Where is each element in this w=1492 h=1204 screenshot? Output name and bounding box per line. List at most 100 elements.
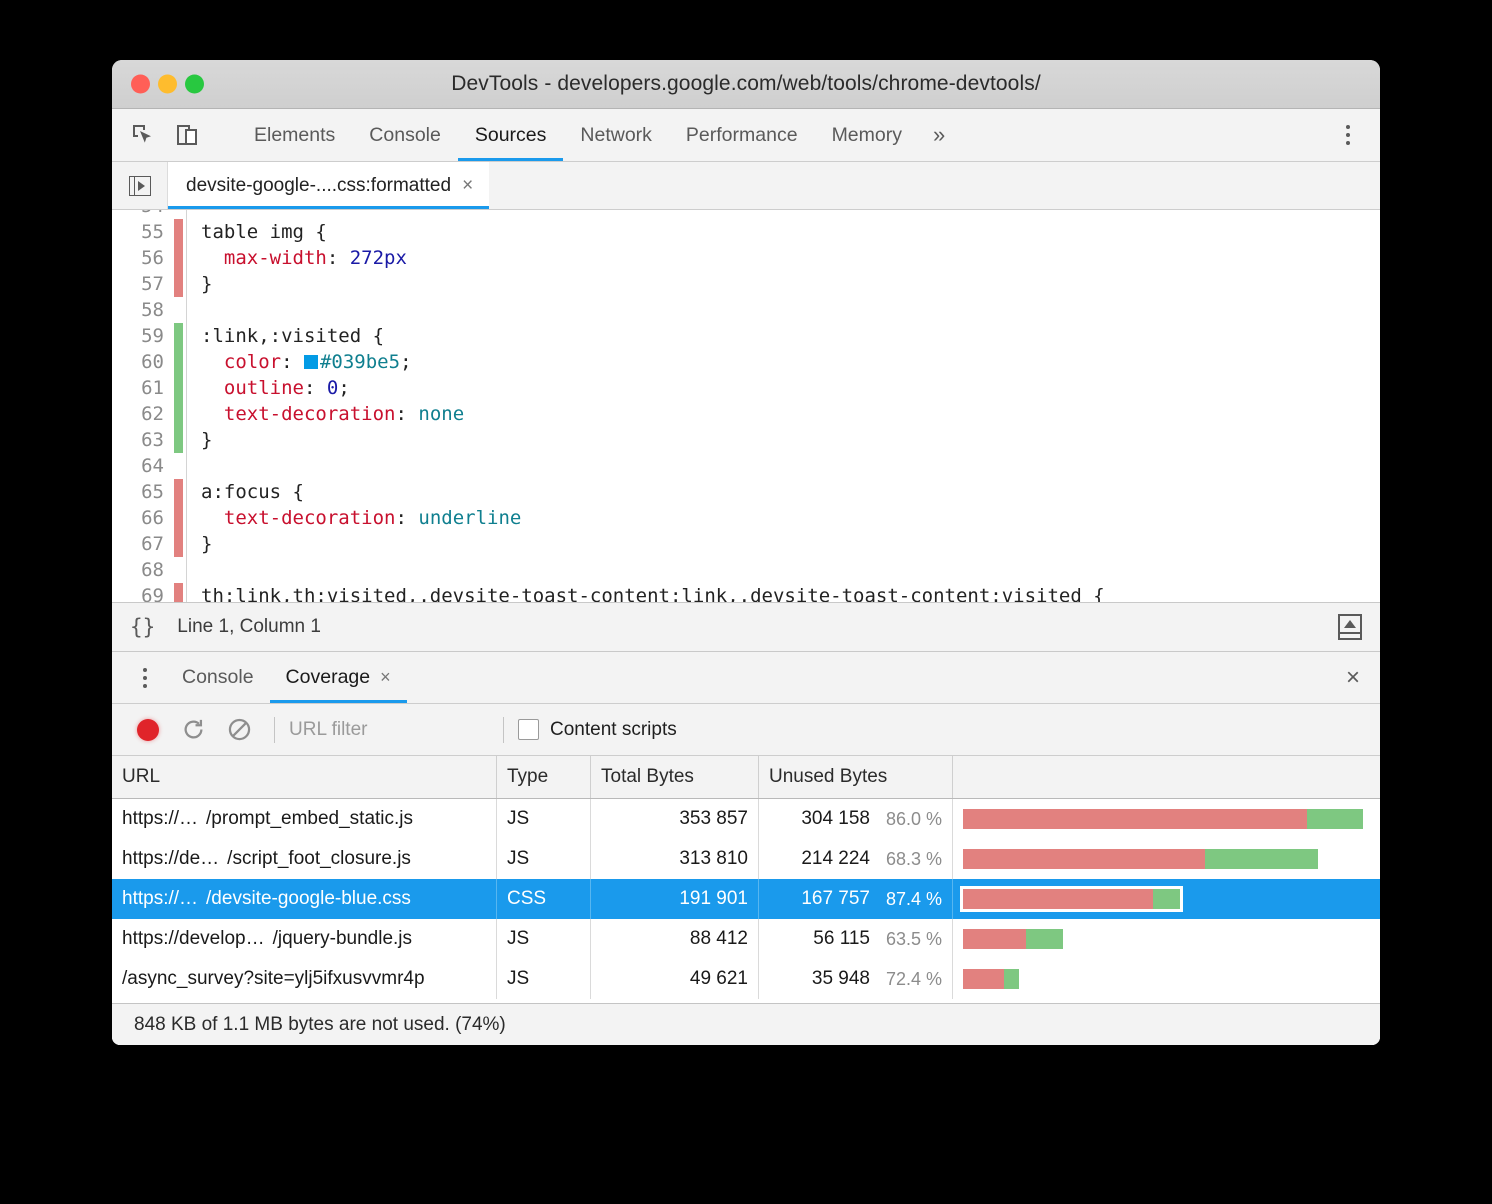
coverage-bar xyxy=(960,886,1183,912)
zoom-window-button[interactable] xyxy=(185,74,204,94)
url-filename: /script_foot_closure.js xyxy=(227,848,411,869)
content-scripts-checkbox[interactable] xyxy=(518,719,539,740)
file-tab-devsite-google-blue-css[interactable]: devsite-google-....css:formatted × xyxy=(168,162,490,209)
code-token: table img { xyxy=(201,221,327,243)
gutter-divider xyxy=(186,453,187,479)
code-line[interactable]: 57} xyxy=(112,271,1380,297)
clear-all-icon[interactable] xyxy=(218,710,260,750)
more-tabs-chevron-icon[interactable]: » xyxy=(932,122,946,147)
unused-percent: 86.0 % xyxy=(885,808,942,829)
code-token xyxy=(201,351,224,373)
column-header-total-bytes[interactable]: Total Bytes xyxy=(591,756,759,798)
code-line[interactable]: 66 text-decoration: underline xyxy=(112,505,1380,531)
drawer-menu-kebab-icon[interactable] xyxy=(124,652,166,703)
cell-url: https://de… /script_foot_closure.js xyxy=(112,839,497,879)
coverage-bar xyxy=(963,969,1020,989)
gutter-divider xyxy=(186,219,187,245)
coverage-gutter-marker xyxy=(174,245,183,271)
code-line[interactable]: 55 table img { xyxy=(112,219,1380,245)
code-token xyxy=(201,403,224,425)
unused-bytes-value: 167 757 xyxy=(801,888,870,909)
code-line-text: color: #039be5; xyxy=(201,349,412,375)
code-token: ; xyxy=(338,377,350,399)
column-header-unused-bytes[interactable]: Unused Bytes xyxy=(759,756,953,798)
tab-sources[interactable]: Sources xyxy=(457,109,564,161)
code-line[interactable]: 64 xyxy=(112,453,1380,479)
code-line[interactable]: 68 xyxy=(112,557,1380,583)
code-token: color xyxy=(223,351,282,373)
code-line[interactable]: 62 text-decoration: none xyxy=(112,401,1380,427)
column-header-visualization[interactable] xyxy=(953,756,1380,798)
line-number: 55 xyxy=(141,221,164,243)
code-scroll-area[interactable]: 5455table img {56 max-width: 272px57}585… xyxy=(112,210,1380,602)
code-line[interactable]: 63} xyxy=(112,427,1380,453)
device-toolbar-icon[interactable] xyxy=(168,116,206,154)
cell-total-bytes: 313 810 xyxy=(591,839,759,879)
tab-network[interactable]: Network xyxy=(580,123,652,146)
table-row[interactable]: https://… /devsite-google-blue.css CSS 191 … xyxy=(112,879,1380,919)
coverage-bar xyxy=(963,929,1063,949)
record-button[interactable] xyxy=(128,710,168,750)
main-menu-kebab-icon[interactable] xyxy=(1328,116,1368,154)
line-number: 63 xyxy=(141,429,164,451)
show-navigator-icon[interactable] xyxy=(112,162,168,209)
file-tab-strip: devsite-google-....css:formatted × xyxy=(112,162,1380,210)
cell-unused-bytes: 167 757 87.4 % xyxy=(759,879,953,919)
close-window-button[interactable] xyxy=(131,74,150,94)
line-number: 58 xyxy=(141,299,164,321)
table-row[interactable]: https://develop… /jquery-bundle.js JS 88 41… xyxy=(112,919,1380,959)
coverage-gutter-marker xyxy=(174,531,183,557)
cursor-position-label: Line 1, Column 1 xyxy=(177,616,321,637)
drawer-tab-coverage-close-icon[interactable]: × xyxy=(380,667,391,687)
code-line[interactable]: 60 color: #039be5; xyxy=(112,349,1380,375)
code-line[interactable]: 69 th:link,th:visited,.devsite-toast-cont… xyxy=(112,583,1380,603)
cell-coverage-bar xyxy=(953,799,1380,839)
color-swatch-icon[interactable] xyxy=(303,355,318,369)
code-line-text: text-decoration: none xyxy=(201,401,464,427)
table-row[interactable]: https://de… /script_foot_closure.js JS 313 … xyxy=(112,839,1380,879)
code-line[interactable]: 54 xyxy=(112,210,1380,219)
cell-unused-bytes: 35 948 72.4 % xyxy=(759,959,953,999)
table-row[interactable]: /async_survey?site=ylj5ifxusvvmr4p JS 49 6… xyxy=(112,959,1380,999)
code-token: text-decoration xyxy=(223,403,396,425)
inspect-element-icon[interactable] xyxy=(124,116,162,154)
gutter-divider xyxy=(186,583,187,602)
code-token: } xyxy=(201,429,213,451)
code-editor[interactable]: 5455table img {56 max-width: 272px57}585… xyxy=(112,210,1380,603)
window-titlebar: DevTools - developers.google.com/web/too… xyxy=(112,60,1380,109)
pretty-print-icon[interactable]: {} xyxy=(130,615,156,639)
content-scripts-label[interactable]: Content scripts xyxy=(550,718,677,740)
coverage-gutter-marker xyxy=(174,401,183,427)
column-header-type[interactable]: Type xyxy=(497,756,591,798)
tab-performance[interactable]: Performance xyxy=(685,123,798,146)
cell-coverage-bar xyxy=(953,959,1380,999)
url-filter-input[interactable]: URL filter xyxy=(289,718,368,740)
code-line[interactable]: 67} xyxy=(112,531,1380,557)
code-token: none xyxy=(418,403,465,425)
code-line[interactable]: 56 max-width: 272px xyxy=(112,245,1380,271)
line-number: 69 xyxy=(141,585,164,603)
cell-total-bytes: 49 621 xyxy=(591,959,759,999)
code-line[interactable]: 61 outline: 0; xyxy=(112,375,1380,401)
window-traffic-lights xyxy=(131,74,204,94)
minimize-window-button[interactable] xyxy=(158,74,177,94)
drawer-close-icon[interactable]: × xyxy=(1345,663,1360,691)
drawer-tab-coverage[interactable]: Coverage × xyxy=(269,652,407,703)
code-token: : xyxy=(395,507,419,529)
coverage-gutter-marker xyxy=(174,297,183,323)
file-tab-close-icon[interactable]: × xyxy=(462,175,474,196)
tab-console[interactable]: Console xyxy=(369,123,441,146)
table-row[interactable]: https://… /prompt_embed_static.js JS 353 85… xyxy=(112,799,1380,839)
reload-and-record-icon[interactable] xyxy=(172,710,214,750)
show-drawer-icon[interactable] xyxy=(1330,610,1370,644)
code-line[interactable]: 58 xyxy=(112,297,1380,323)
code-line[interactable]: 59:link,:visited { xyxy=(112,323,1380,349)
coverage-gutter-marker xyxy=(174,583,183,602)
tab-memory[interactable]: Memory xyxy=(831,123,902,146)
drawer-tab-console[interactable]: Console xyxy=(166,652,270,703)
column-header-url[interactable]: URL xyxy=(112,756,497,798)
unused-percent: 63.5 % xyxy=(885,928,942,949)
cell-coverage-bar xyxy=(953,879,1380,919)
tab-elements[interactable]: Elements xyxy=(254,123,336,146)
code-line[interactable]: 65 a:focus { xyxy=(112,479,1380,505)
